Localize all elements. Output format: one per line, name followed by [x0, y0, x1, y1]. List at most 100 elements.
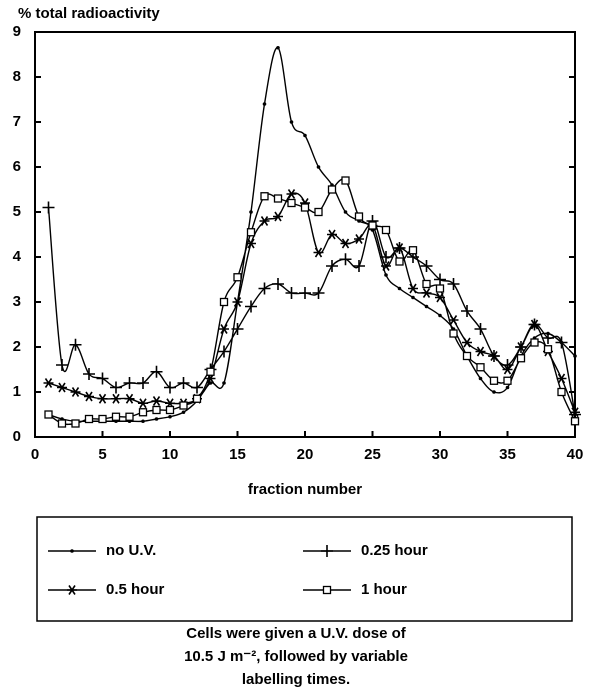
marker [233, 273, 242, 282]
marker [475, 346, 486, 357]
marker [327, 229, 337, 240]
marker [570, 417, 580, 426]
marker [478, 376, 483, 381]
marker [219, 324, 229, 334]
marker [222, 381, 226, 385]
marker [44, 410, 53, 419]
marker [474, 323, 487, 335]
marker [408, 246, 418, 255]
marker [181, 410, 186, 415]
marker [384, 273, 388, 277]
y-tick-label: 1 [13, 383, 21, 400]
marker [438, 313, 442, 318]
marker [232, 297, 243, 307]
plot-frame [34, 31, 576, 438]
marker [462, 351, 472, 361]
marker [447, 278, 460, 290]
marker [70, 549, 74, 553]
marker [353, 260, 365, 272]
marker [98, 414, 107, 424]
marker [570, 407, 580, 418]
y-tick-label: 8 [13, 68, 21, 85]
marker [154, 417, 159, 421]
marker [164, 381, 176, 394]
marker [434, 273, 446, 286]
legend-label: no U.V. [106, 542, 156, 559]
marker [516, 354, 526, 363]
x-tick-label: 35 [499, 446, 516, 463]
caption: labelling times. [242, 671, 350, 688]
marker [341, 176, 350, 185]
marker [340, 238, 351, 249]
series-line [48, 192, 576, 413]
legend-label: 0.25 hour [361, 542, 428, 559]
y-axis-title: % total radioactivity [18, 5, 160, 22]
marker [56, 359, 68, 371]
y-tick-label: 4 [13, 248, 22, 265]
x-tick-label: 15 [229, 446, 246, 463]
marker [502, 364, 513, 375]
x-tick-label: 25 [364, 446, 381, 463]
marker [516, 342, 526, 352]
marker [422, 279, 431, 289]
marker [150, 365, 163, 378]
marker [503, 376, 512, 385]
marker [84, 391, 94, 402]
x-tick-label: 20 [297, 446, 314, 463]
x-axis-title: fraction number [248, 481, 362, 498]
marker [408, 283, 418, 294]
legend-label: 0.5 hour [106, 581, 165, 598]
marker [272, 278, 284, 290]
marker [71, 419, 80, 428]
marker [179, 401, 188, 410]
series-line [48, 178, 576, 426]
marker [69, 338, 82, 351]
marker [313, 247, 324, 258]
marker [165, 405, 175, 415]
marker [84, 414, 94, 424]
marker [424, 304, 429, 309]
marker [219, 297, 229, 307]
marker [354, 212, 364, 221]
marker [123, 377, 136, 389]
marker [57, 419, 67, 428]
marker [321, 545, 333, 557]
marker [43, 378, 54, 388]
marker [83, 368, 95, 380]
marker [397, 286, 402, 291]
marker [168, 414, 172, 419]
marker [152, 405, 161, 415]
y-tick-label: 5 [13, 203, 21, 220]
marker [420, 260, 433, 272]
marker [110, 381, 122, 394]
marker [312, 287, 325, 299]
marker [314, 207, 323, 217]
series-line [48, 47, 576, 423]
marker [556, 373, 567, 384]
marker [327, 185, 337, 194]
marker [260, 192, 269, 201]
marker [299, 287, 311, 299]
marker [231, 323, 244, 335]
marker [111, 412, 121, 421]
x-tick-label: 40 [567, 446, 584, 463]
marker [286, 189, 297, 199]
legend-label: 1 hour [361, 581, 407, 598]
marker [57, 382, 67, 393]
marker [70, 387, 81, 397]
x-tick-label: 30 [432, 446, 449, 463]
marker [394, 243, 405, 253]
marker [151, 396, 162, 406]
x-tick-label: 5 [98, 446, 106, 463]
marker [259, 216, 270, 226]
marker [476, 363, 485, 372]
marker [245, 300, 257, 313]
marker [462, 337, 472, 348]
marker [276, 45, 280, 50]
marker [138, 398, 148, 409]
y-tick-label: 2 [13, 338, 21, 355]
marker [326, 260, 338, 272]
caption: Cells were given a U.V. dose of [186, 625, 407, 642]
marker [246, 228, 256, 237]
